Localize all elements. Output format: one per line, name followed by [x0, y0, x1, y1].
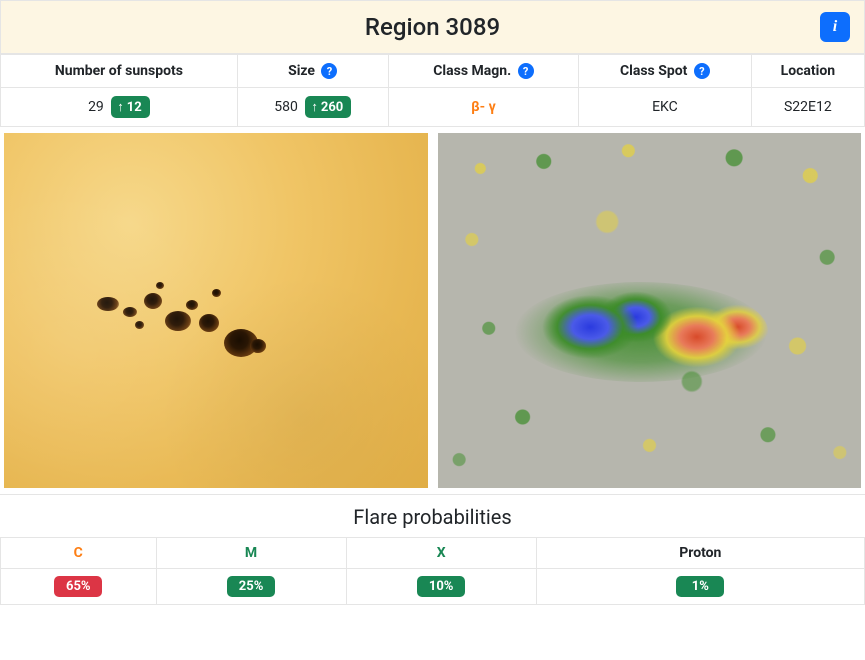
title-bar: Region 3089 i — [0, 0, 865, 54]
sunspots-delta-value: 12 — [127, 100, 142, 115]
arrow-up-icon: ↑ — [311, 99, 318, 115]
sunspots-delta-badge: ↑ 12 — [111, 96, 149, 118]
col-header-size: Size ? — [237, 55, 388, 88]
flare-cell-c: 65% — [1, 569, 157, 605]
region-card: Region 3089 i Number of sunspots Size ? … — [0, 0, 865, 605]
flare-col-m: M — [156, 538, 346, 569]
info-icon: i — [833, 18, 837, 36]
col-header-sunspots: Number of sunspots — [1, 55, 238, 88]
class-magn-value: β- γ — [471, 99, 496, 115]
location-value: S22E12 — [784, 99, 832, 115]
flare-badge-proton: 1% — [676, 576, 724, 597]
cell-class-magn: β- γ — [388, 88, 578, 127]
stats-table: Number of sunspots Size ? Class Magn. ? … — [0, 54, 865, 127]
flare-table: C M X Proton 65% 25% 10% 1% — [0, 537, 865, 605]
flare-col-x: X — [346, 538, 536, 569]
sunspots-value: 29 — [88, 99, 104, 115]
col-header-location: Location — [751, 55, 864, 88]
flare-header-row: C M X Proton — [1, 538, 865, 569]
cell-class-spot: EKC — [579, 88, 752, 127]
col-header-location-label: Location — [781, 63, 835, 79]
col-header-class-spot-label: Class Spot — [620, 63, 687, 79]
flare-cell-m: 25% — [156, 569, 346, 605]
stats-header-row: Number of sunspots Size ? Class Magn. ? … — [1, 55, 865, 88]
cell-sunspots: 29 ↑ 12 — [1, 88, 238, 127]
stats-value-row: 29 ↑ 12 580 ↑ 260 β- γ EKC S22E12 — [1, 88, 865, 127]
images-row — [0, 127, 865, 494]
col-header-sunspots-label: Number of sunspots — [55, 63, 183, 79]
flare-badge-c: 65% — [54, 576, 102, 597]
col-header-class-magn: Class Magn. ? — [388, 55, 578, 88]
col-header-class-spot: Class Spot ? — [579, 55, 752, 88]
magnetogram-image-content — [438, 133, 862, 488]
size-delta-badge: ↑ 260 — [305, 96, 351, 118]
flare-col-proton: Proton — [536, 538, 864, 569]
flare-badge-x: 10% — [417, 576, 465, 597]
flare-cell-proton: 1% — [536, 569, 864, 605]
arrow-up-icon: ↑ — [117, 99, 124, 115]
size-delta-value: 260 — [321, 100, 343, 115]
help-icon[interactable]: ? — [321, 63, 337, 79]
cell-size: 580 ↑ 260 — [237, 88, 388, 127]
cell-location: S22E12 — [751, 88, 864, 127]
col-header-size-label: Size — [288, 63, 315, 79]
help-icon[interactable]: ? — [694, 63, 710, 79]
sunspot-image-content — [4, 133, 428, 488]
sunspot-image[interactable] — [4, 133, 428, 488]
magnetogram-image[interactable] — [438, 133, 862, 488]
page-title: Region 3089 — [15, 13, 850, 41]
flare-cell-x: 10% — [346, 569, 536, 605]
info-button[interactable]: i — [820, 12, 850, 42]
flare-badge-m: 25% — [227, 576, 275, 597]
help-icon[interactable]: ? — [518, 63, 534, 79]
col-header-class-magn-label: Class Magn. — [433, 63, 511, 79]
flare-section-title: Flare probabilities — [0, 494, 865, 537]
flare-col-c: C — [1, 538, 157, 569]
flare-value-row: 65% 25% 10% 1% — [1, 569, 865, 605]
size-value: 580 — [274, 99, 298, 115]
class-spot-value: EKC — [652, 99, 678, 115]
